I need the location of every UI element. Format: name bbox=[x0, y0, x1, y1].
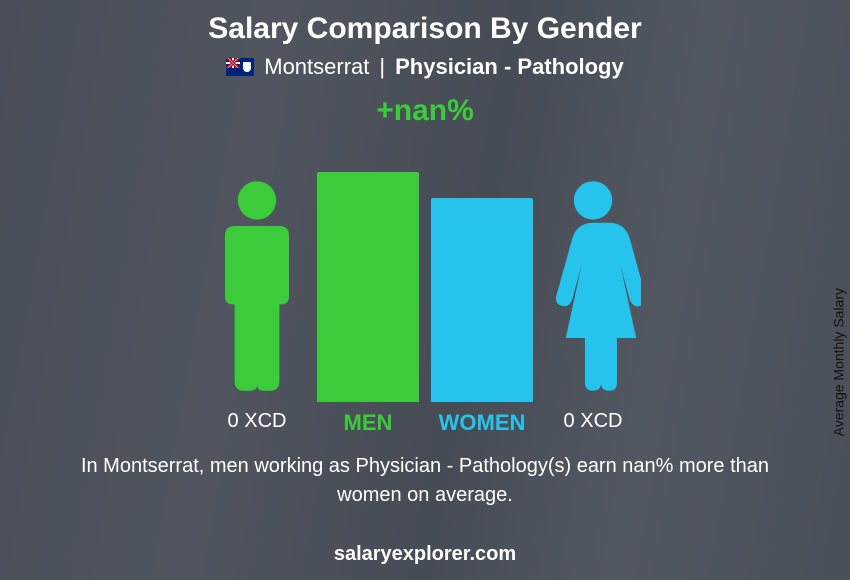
subtitle-country: Montserrat bbox=[264, 54, 369, 80]
men-bar bbox=[317, 172, 419, 402]
subtitle-row: Montserrat | Physician - Pathology bbox=[0, 54, 850, 80]
subtitle-separator: | bbox=[379, 54, 385, 80]
chart-area: 0 XCD MEN WOMEN 0 XCD Average Monthly Sa… bbox=[0, 128, 850, 448]
y-axis-label: Average Monthly Salary bbox=[830, 288, 846, 436]
men-label: MEN bbox=[317, 410, 419, 436]
chart-row bbox=[0, 172, 850, 402]
page-title: Salary Comparison By Gender bbox=[0, 0, 850, 46]
flag-icon bbox=[226, 58, 254, 76]
women-label: WOMEN bbox=[431, 410, 533, 436]
women-value-label: 0 XCD bbox=[545, 410, 641, 436]
women-bar bbox=[431, 198, 533, 402]
male-figure-icon bbox=[209, 174, 305, 402]
female-figure-icon bbox=[545, 174, 641, 402]
labels-row: 0 XCD MEN WOMEN 0 XCD bbox=[0, 410, 850, 436]
percent-diff-label: +nan% bbox=[0, 94, 850, 128]
footer-source: salaryexplorer.com bbox=[0, 543, 850, 566]
summary-text: In Montserrat, men working as Physician … bbox=[0, 452, 850, 510]
men-value-label: 0 XCD bbox=[209, 410, 305, 436]
subtitle-role: Physician - Pathology bbox=[395, 54, 624, 80]
